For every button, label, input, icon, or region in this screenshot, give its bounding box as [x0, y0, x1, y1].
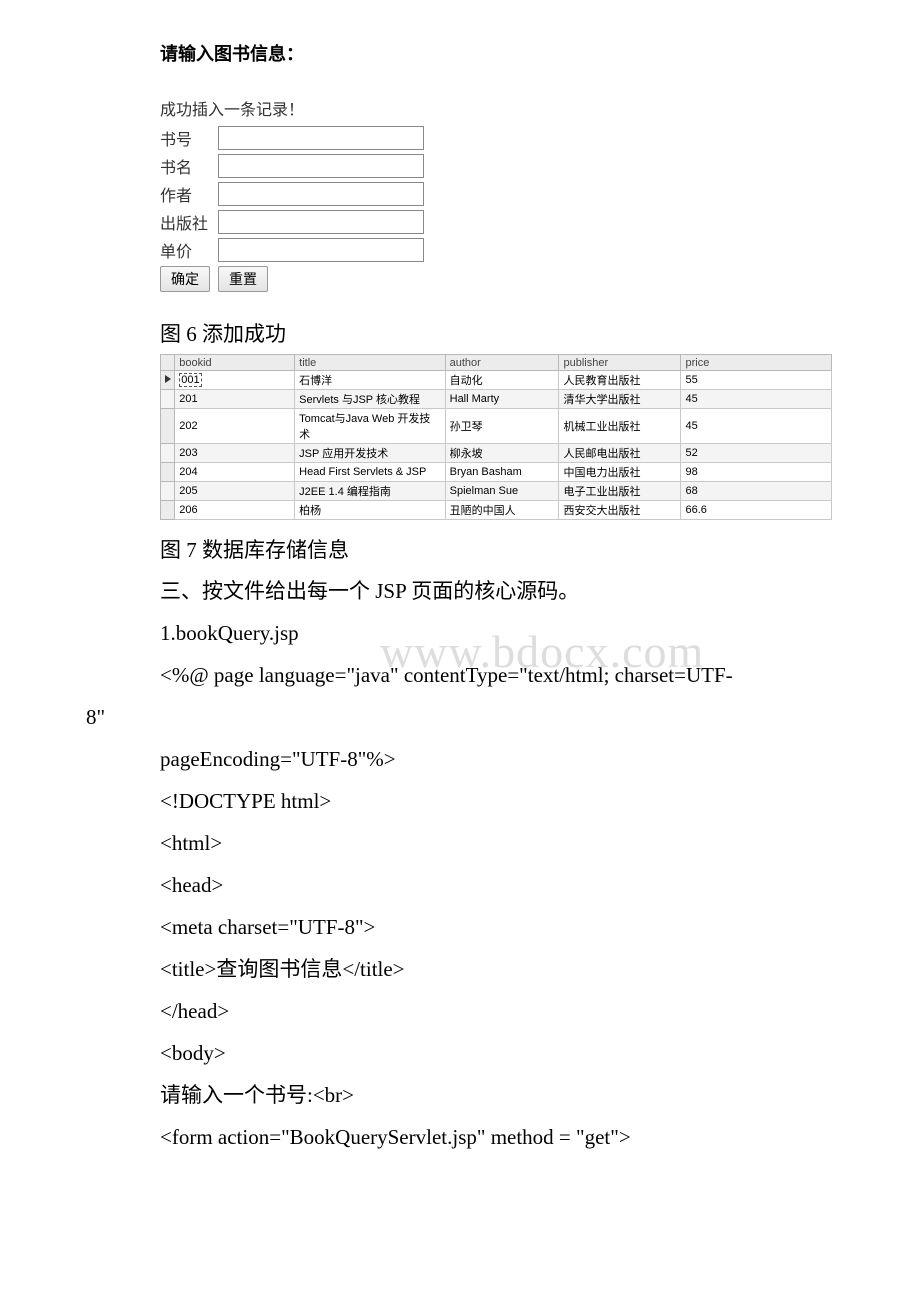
input-publisher[interactable] [218, 210, 424, 234]
code-line: <!DOCTYPE html> [160, 780, 840, 822]
figure7-caption: 图 7 数据库存储信息 [160, 534, 840, 564]
table-cell: 45 [681, 409, 832, 444]
table-cell: Spielman Sue [445, 482, 559, 501]
row-gutter [161, 482, 175, 501]
figure6-caption: 图 6 添加成功 [160, 318, 840, 348]
col-publisher: publisher [559, 355, 681, 371]
success-message: 成功插入一条记录！ [160, 96, 840, 120]
row-gutter [161, 371, 175, 390]
code-line: <form action="BookQueryServlet.jsp" meth… [160, 1116, 840, 1158]
input-bookid[interactable] [218, 126, 424, 150]
row-cursor-icon [165, 375, 171, 383]
table-cell: 205 [175, 482, 295, 501]
table-cell: 石博洋 [295, 371, 445, 390]
code-line: <body> [160, 1032, 840, 1074]
table-row: 205J2EE 1.4 编程指南Spielman Sue电子工业出版社68 [161, 482, 832, 501]
code-line: <meta charset="UTF-8"> [160, 906, 840, 948]
row-bookid: 书号 [160, 126, 840, 150]
code-line: <%@ page language="java" contentType="te… [160, 654, 840, 696]
database-table: bookid title author publisher price 001 石… [160, 354, 832, 520]
table-cell: 中国电力出版社 [559, 463, 681, 482]
table-row: 202Tomcat与Java Web 开发技术孙卫琴机械工业出版社45 [161, 409, 832, 444]
table-cell: 电子工业出版社 [559, 482, 681, 501]
table-cell: 清华大学出版社 [559, 390, 681, 409]
col-bookid: bookid [175, 355, 295, 371]
table-cell: 98 [681, 463, 832, 482]
table-cell: 机械工业出版社 [559, 409, 681, 444]
row-gutter [161, 463, 175, 482]
table-cell: 55 [681, 371, 832, 390]
col-price: price [681, 355, 832, 371]
table-cell: 孙卫琴 [445, 409, 559, 444]
row-price: 单价 [160, 238, 840, 262]
table-cell: Head First Servlets & JSP [295, 463, 445, 482]
form-title: 请输入图书信息： [160, 40, 840, 66]
table-cell: 202 [175, 409, 295, 444]
table-row: 001 石博洋自动化人民教育出版社55 [161, 371, 832, 390]
col-author: author [445, 355, 559, 371]
row-gutter [161, 390, 175, 409]
code-line: 请输入一个书号:<br> [160, 1074, 840, 1116]
table-cell: 52 [681, 444, 832, 463]
table-cell: Bryan Basham [445, 463, 559, 482]
table-cell: 人民教育出版社 [559, 371, 681, 390]
row-title: 书名 [160, 154, 840, 178]
table-cell: 001 [175, 371, 295, 390]
input-author[interactable] [218, 182, 424, 206]
table-cell: 柏杨 [295, 501, 445, 520]
table-header-row: bookid title author publisher price [161, 355, 832, 371]
table-cell: 66.6 [681, 501, 832, 520]
table-cell: Servlets 与JSP 核心教程 [295, 390, 445, 409]
code-line: <title>查询图书信息</title> [160, 948, 840, 990]
table-cell: 68 [681, 482, 832, 501]
table-cell: JSP 应用开发技术 [295, 444, 445, 463]
row-author: 作者 [160, 182, 840, 206]
file1-name: 1.bookQuery.jsp [160, 612, 840, 654]
label-price: 单价 [160, 238, 218, 262]
code-line: pageEncoding="UTF-8"%> [160, 738, 840, 780]
table-cell: 柳永坡 [445, 444, 559, 463]
table-cell: 丑陋的中国人 [445, 501, 559, 520]
source-code-block: www.bdocx.com 三、按文件给出每一个 JSP 页面的核心源码。 1.… [160, 570, 840, 1158]
table-cell: 自动化 [445, 371, 559, 390]
label-publisher: 出版社 [160, 210, 218, 234]
row-gutter [161, 409, 175, 444]
label-bookid: 书号 [160, 126, 218, 150]
row-gutter [161, 444, 175, 463]
reset-button[interactable]: 重置 [218, 266, 268, 292]
table-row: 203JSP 应用开发技术柳永坡人民邮电出版社52 [161, 444, 832, 463]
selected-cell: 001 [179, 373, 201, 387]
input-price[interactable] [218, 238, 424, 262]
input-title[interactable] [218, 154, 424, 178]
table-cell: 西安交大出版社 [559, 501, 681, 520]
gutter-header [161, 355, 175, 371]
row-publisher: 出版社 [160, 210, 840, 234]
button-row: 确定 重置 [160, 266, 840, 292]
label-author: 作者 [160, 182, 218, 206]
table-row: 206柏杨丑陋的中国人西安交大出版社66.6 [161, 501, 832, 520]
table-row: 201Servlets 与JSP 核心教程Hall Marty清华大学出版社45 [161, 390, 832, 409]
table-cell: 206 [175, 501, 295, 520]
table-cell: J2EE 1.4 编程指南 [295, 482, 445, 501]
label-title: 书名 [160, 154, 218, 178]
code-line: <html> [160, 822, 840, 864]
ok-button[interactable]: 确定 [160, 266, 210, 292]
code-line: </head> [160, 990, 840, 1032]
table-cell: 45 [681, 390, 832, 409]
col-title: title [295, 355, 445, 371]
table-cell: Tomcat与Java Web 开发技术 [295, 409, 445, 444]
section-heading: 三、按文件给出每一个 JSP 页面的核心源码。 [160, 570, 840, 612]
row-gutter [161, 501, 175, 520]
table-cell: Hall Marty [445, 390, 559, 409]
table-cell: 204 [175, 463, 295, 482]
table-cell: 201 [175, 390, 295, 409]
table-row: 204Head First Servlets & JSPBryan Basham… [161, 463, 832, 482]
table-cell: 人民邮电出版社 [559, 444, 681, 463]
code-line: <head> [160, 864, 840, 906]
table-cell: 203 [175, 444, 295, 463]
code-line: 8" [86, 696, 840, 738]
book-form: 请输入图书信息： 成功插入一条记录！ 书号 书名 作者 出版社 单价 确定 重置 [80, 0, 840, 292]
